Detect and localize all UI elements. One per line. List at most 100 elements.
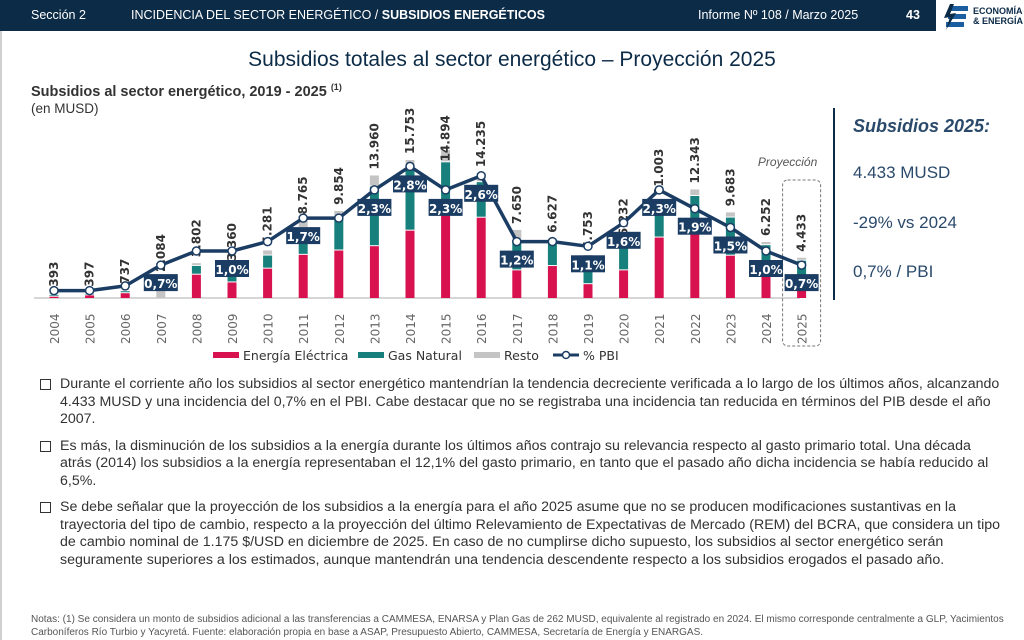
bar-resto-2022: [690, 189, 700, 195]
legend-label: Gas Natural: [388, 348, 462, 363]
pbi-label-box: [428, 198, 463, 216]
pbi-point-2013: [369, 185, 380, 195]
bar-gas-natural-2006: [120, 291, 130, 293]
bar-energ-a-el-ctrica-2020: [619, 270, 629, 298]
pbi-label: 1,7%: [287, 230, 320, 244]
x-tick-label: 2018: [546, 313, 560, 344]
bar-energ-a-el-ctrica-2012: [334, 250, 344, 298]
projection-label: Proyección: [758, 155, 818, 169]
pbi-label-box: [464, 184, 499, 202]
bar-energ-a-el-ctrica-2021: [654, 237, 664, 298]
x-tick-label: 2009: [226, 313, 240, 344]
bullet-item: Se debe señalar que la proyección de los…: [40, 499, 1000, 569]
bar-energ-a-el-ctrica-2022: [690, 220, 700, 298]
page-title: Subsidios totales al sector energético –…: [248, 48, 776, 71]
x-tick-label: 2011: [297, 313, 311, 344]
pbi-label-box: [606, 231, 641, 249]
bar-energ-a-el-ctrica-2009: [227, 282, 237, 298]
pbi-label: 1,9%: [678, 221, 711, 235]
bar-energ-a-el-ctrica-2008: [191, 274, 201, 298]
x-tick-label: 2007: [155, 313, 169, 344]
bullet-text: Durante el corriente año los subsidios a…: [60, 376, 1000, 427]
bar-energ-a-el-ctrica-2016: [476, 217, 486, 298]
bullet-text: Se debe señalar que la proyección de los…: [60, 499, 1001, 568]
bar-resto-2010: [263, 250, 273, 255]
x-tick-label: 2025: [796, 313, 810, 344]
bar-resto-2023: [725, 212, 735, 217]
bar-resto-2008: [191, 263, 201, 265]
pbi-label-box: [784, 274, 819, 292]
bar-energ-a-el-ctrica-2014: [405, 230, 415, 298]
x-tick-label: 2010: [262, 313, 276, 344]
pbi-point-2012: [334, 213, 344, 223]
summary-title: Subsidios 2025:: [853, 116, 991, 136]
pbi-label-box: [749, 260, 783, 277]
total-label-2014: 15.753: [403, 108, 417, 154]
legend-label: Resto: [504, 348, 539, 363]
checkbox-bullet-icon: [40, 502, 51, 513]
bar-energ-a-el-ctrica-2018: [547, 266, 557, 298]
pbi-point-2024: [761, 246, 771, 256]
pbi-label: 2,3%: [429, 202, 462, 216]
x-tick-label: 2019: [582, 313, 596, 344]
report-label: Informe Nº 108 / Marzo 2025: [698, 8, 859, 22]
bar-energ-a-el-ctrica-2006: [120, 293, 130, 298]
x-tick-label: 2014: [404, 313, 418, 344]
total-label-2008: 3.802: [189, 219, 203, 257]
summary-pbi: 0,7% / PBI: [853, 262, 934, 281]
bar-gas-natural-2021: [654, 207, 664, 237]
pbi-label-box: [286, 227, 321, 245]
x-tick-label: 2017: [511, 313, 525, 344]
total-label-2023: 9.683: [723, 168, 737, 206]
checkbox-bullet-icon: [40, 379, 51, 390]
header-bar: Sección 2 INCIDENCIA DEL SECTOR ENERGÉTI…: [0, 0, 936, 31]
pbi-point-2006: [120, 281, 130, 291]
total-label-2011: 8.765: [296, 176, 310, 214]
logo-line-2: & ENERGÍA: [973, 16, 1024, 26]
legend-swatch-1: [358, 352, 384, 358]
pbi-point-2021: [654, 185, 664, 195]
section-label: Sección 2: [31, 8, 86, 22]
bar-energ-a-el-ctrica-2004: [49, 296, 59, 298]
pbi-label-box: [677, 217, 712, 235]
subsidies-chart: Proyección3932004397200573720062.0842007…: [34, 108, 822, 363]
pbi-point-2007: [156, 260, 166, 270]
bar-energ-a-el-ctrica-2025: [797, 285, 807, 298]
pbi-label: 1,5%: [714, 240, 747, 254]
pbi-label-box: [357, 198, 392, 216]
x-tick-label: 2013: [368, 313, 382, 344]
summary-value: 4.433 MUSD: [853, 163, 951, 182]
bar-energ-a-el-ctrica-2010: [263, 268, 273, 298]
pbi-label: 0,7%: [785, 277, 818, 291]
total-label-2013: 13.960: [367, 123, 381, 169]
legend-swatch-2: [474, 352, 500, 358]
pbi-point-2005: [84, 285, 95, 296]
pbi-label: 0,7%: [144, 277, 177, 291]
breadcrumb-main: INCIDENCIA DEL SECTOR ENERGÉTICO /: [131, 8, 382, 22]
pbi-point-2008: [191, 246, 202, 256]
total-label-2006: 737: [118, 259, 132, 284]
x-tick-label: 2022: [689, 313, 703, 344]
logo-text: ECONOMÍA & ENERGÍA: [973, 6, 1023, 26]
page-number: 43: [906, 8, 920, 22]
x-tick-label: 2024: [760, 313, 774, 344]
bar-energ-a-el-ctrica-2015: [441, 211, 451, 298]
bar-gas-natural-2010: [263, 255, 273, 268]
pbi-point-2022: [690, 203, 700, 214]
pbi-label: 2,3%: [358, 202, 391, 216]
pbi-label: 2,3%: [643, 202, 676, 216]
bar-gas-natural-2008: [191, 265, 201, 274]
legend-swatch-marker: [561, 350, 571, 360]
bar-resto-2025: [797, 257, 807, 260]
chart-subtitle: Subsidios al sector energético, 2019 - 2…: [31, 82, 342, 100]
chart-subtitle-text: Subsidios al sector energético, 2019 - 2…: [31, 83, 327, 100]
total-label-2004: 393: [47, 262, 61, 287]
pbi-label-box: [215, 260, 249, 277]
total-label-2016: 14.235: [474, 121, 488, 167]
pbi-line: [54, 164, 803, 293]
x-tick-label: 2005: [84, 313, 98, 344]
pbi-point-2015: [440, 185, 451, 195]
bar-gas-natural-2025: [797, 260, 807, 285]
bar-gas-natural-2020: [619, 246, 629, 270]
bar-gas-natural-2012: [334, 218, 344, 250]
